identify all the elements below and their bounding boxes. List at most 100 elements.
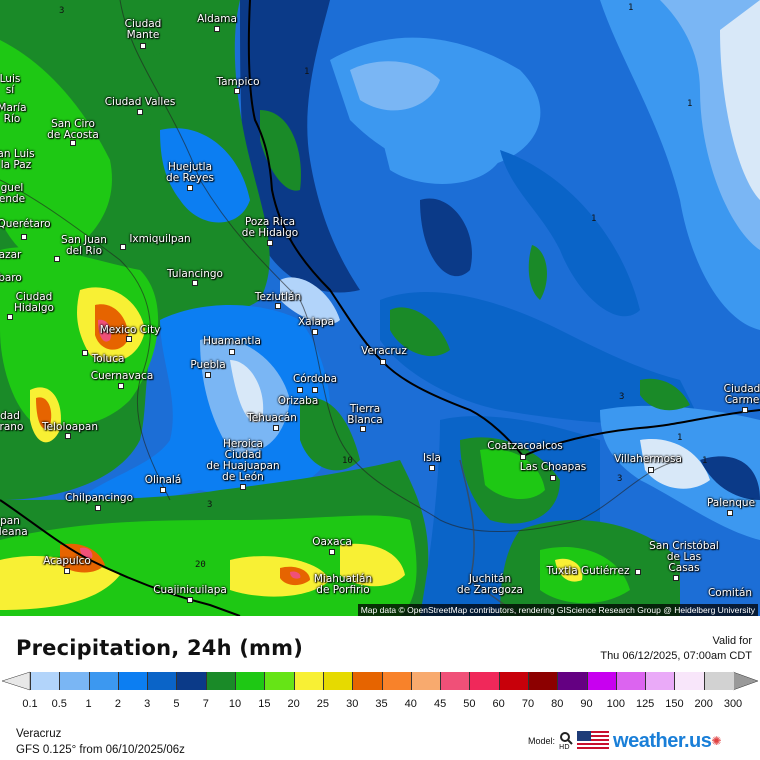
legend-swatch [59,672,90,690]
city-marker [329,549,335,555]
city-label: azar [0,249,22,261]
location-label: Veracruz [16,728,62,740]
contour-label: 3 [619,392,625,402]
color-legend: 0.1 0.5 1 2 3 5 7 10 15 20 25 30 35 40 45 50 60 70 80 90 100… [0,670,760,730]
map-title: Precipitation, 24h (mm) [16,636,304,660]
city-marker [229,349,235,355]
city-label: María Río [0,102,27,125]
legend-swatch [322,672,353,690]
city-marker [240,484,246,490]
legend-tick-label: 3 [144,698,151,710]
city-label: an Luis la Paz [0,148,35,171]
legend-swatch [527,672,558,690]
legend-swatch [469,672,500,690]
precipitation-field [0,0,760,616]
city-marker [192,280,198,286]
legend-swatch [147,672,178,690]
city-marker [120,244,126,250]
legend-swatch [117,672,148,690]
city-marker [312,329,318,335]
legend-swatch [557,672,588,690]
city-label: Tehuacán [247,412,297,424]
city-marker [742,407,748,413]
map-attribution[interactable]: Map data © OpenStreetMap contributors, r… [357,604,758,616]
contour-label: 20 [195,560,206,570]
city-label: Las Choapas [519,461,587,473]
city-label: Xalapa [297,316,335,328]
legend-tick-label: 90 [580,698,593,710]
contour-label: 10 [342,456,353,466]
city-label: Querétaro [0,218,51,230]
city-marker [82,350,88,356]
hd-magnifier-icon: HD [559,730,573,752]
legend-over-arrow [732,671,759,691]
city-label: Puebla [190,359,226,371]
city-label: San Juan del Rio [61,234,107,257]
legend-swatch [674,672,705,690]
city-marker [64,568,70,574]
city-label: Heroica Ciudad de Huajuapan de León [206,438,280,483]
city-marker [95,505,101,511]
city-label: Tulancingo [167,268,223,280]
contour-label: 1 [702,456,708,466]
legend-tick-label: 1 [85,698,92,710]
legend-swatch [176,672,207,690]
legend-tick-label: 125 [635,698,655,710]
city-label: Teloloapan [42,421,98,433]
city-label: Ciudad Hidalgo [14,291,54,314]
city-marker [550,475,556,481]
city-label: Isla [423,452,441,464]
city-label: Coatzacoalcos [487,440,563,452]
contour-label: 3 [59,6,65,16]
legend-tick-label: 35 [375,698,388,710]
legend-tick-label: 300 [723,698,743,710]
city-label: Córdoba [292,373,338,385]
city-label: Ixmiquilpan [129,233,191,245]
city-label: Chilpancingo [64,492,134,504]
legend-swatch [645,672,676,690]
legend-tick-label: 7 [202,698,209,710]
city-marker [429,465,435,471]
city-marker [520,454,526,460]
city-label: Tierra Blanca [347,403,383,426]
legend-swatch [615,672,646,690]
legend-tick-label: 5 [173,698,180,710]
legend-tick-label: 80 [551,698,564,710]
city-marker [214,26,220,32]
contour-label: 1 [304,67,310,77]
legend-tick-label: 60 [492,698,505,710]
legend-swatch [352,672,383,690]
city-label: dad irano [0,410,24,433]
legend-swatch [381,672,412,690]
city-marker [160,487,166,493]
contour-label: 1 [677,433,683,443]
legend-swatch [498,672,529,690]
city-marker [297,387,303,393]
city-label: Cuajinicuilapa [153,584,227,596]
city-label: Tuxtla Gutiérrez [546,565,630,577]
city-marker [21,234,27,240]
city-label: Mexico City [99,324,161,336]
city-label: Aldama [197,13,237,25]
city-marker [673,575,679,581]
legend-swatch [586,672,617,690]
valid-label: Valid for [712,635,752,647]
city-label: Orizaba [277,395,319,407]
city-marker [54,256,60,262]
city-label: Tampico [216,76,260,88]
brand-logo: weather.us [613,729,712,752]
city-marker [140,43,146,49]
city-marker [312,387,318,393]
contour-label: 3 [207,500,213,510]
model-run-label: GFS 0.125° from 06/10/2025/06z [16,744,185,756]
city-label: Luis sí [0,73,21,96]
city-marker [187,597,193,603]
precipitation-map[interactable]: Ciudad Mante Aldama Tampico Ciudad Valle… [0,0,760,616]
brand-block[interactable]: Model: HD weather.us ✺ [528,728,721,754]
city-label: Miahuatlán de Porfirio [313,573,373,596]
legend-tick-label: 40 [404,698,417,710]
city-marker [635,569,641,575]
legend-swatch [410,672,441,690]
footer-panel: Precipitation, 24h (mm) Valid for Thu 06… [0,616,760,760]
contour-label: 1 [628,3,634,13]
